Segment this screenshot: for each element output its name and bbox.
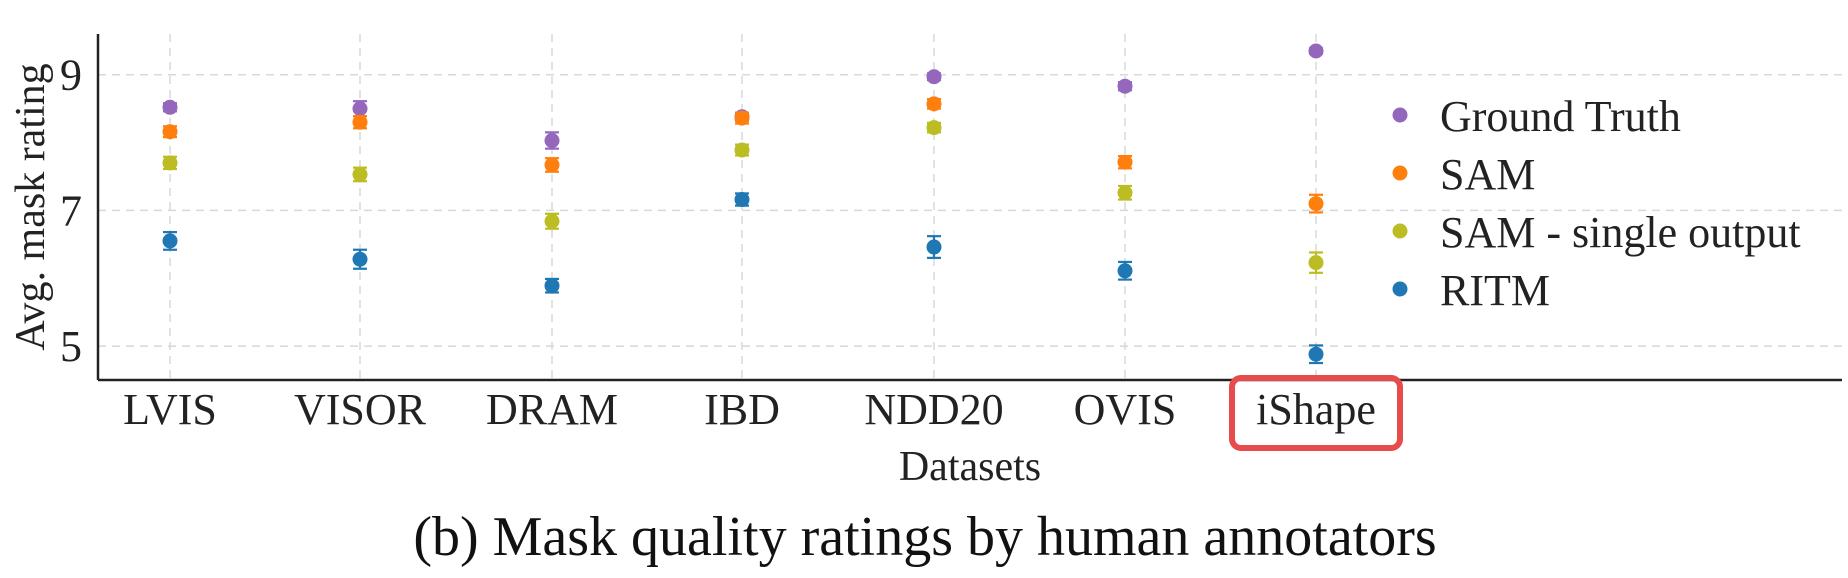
point-sam-single-output-lvis (162, 155, 178, 171)
marker (1117, 185, 1133, 201)
point-sam-dram (544, 157, 560, 173)
marker (1117, 154, 1133, 170)
marker (1117, 78, 1133, 94)
marker (1308, 255, 1324, 271)
marker (734, 110, 750, 126)
point-ritm-ibd (734, 192, 750, 208)
x-tick-label-ishape: iShape (1256, 385, 1376, 434)
marker (1308, 346, 1324, 362)
x-tick-label-ndd20: NDD20 (864, 385, 1003, 434)
marker (544, 157, 560, 173)
marker (162, 233, 178, 249)
marker (544, 278, 560, 294)
marker (734, 192, 750, 208)
point-ground-truth-lvis (162, 99, 178, 115)
marker (1117, 263, 1133, 279)
point-ground-truth-dram (544, 131, 560, 150)
point-ground-truth-ovis (1117, 78, 1133, 94)
marker (926, 69, 942, 85)
point-ritm-dram (544, 277, 560, 294)
marker (926, 96, 942, 112)
legend-label: Ground Truth (1440, 92, 1681, 141)
point-ground-truth-ishape (1308, 43, 1324, 59)
x-tick-label-visor: VISOR (294, 385, 427, 434)
legend: Ground Truth SAM SAM - single output RITM (1392, 92, 1801, 315)
point-sam-single-output-dram (544, 212, 560, 230)
tick-label-layer: 5 7 9 LVIS VISOR DRAM IBD NDD20 OVIS iShape (60, 51, 1376, 434)
marker (352, 166, 368, 182)
legend-marker (1392, 223, 1408, 239)
y-tick-label: 9 (60, 51, 82, 100)
marker (926, 239, 942, 255)
marker (1308, 196, 1324, 212)
marker (162, 99, 178, 115)
point-sam-ishape (1308, 193, 1324, 214)
data-marks-layer (162, 43, 1324, 365)
point-sam-single-output-ibd (734, 142, 750, 158)
point-sam-single-output-ishape (1308, 251, 1324, 274)
marker (1308, 43, 1324, 59)
point-ritm-ndd20 (926, 235, 942, 259)
point-sam-single-output-ovis (1117, 184, 1133, 201)
y-tick-label: 7 (60, 186, 82, 235)
marker (352, 251, 368, 267)
point-ground-truth-ndd20 (926, 69, 942, 85)
x-tick-label-dram: DRAM (486, 385, 618, 434)
marker (352, 101, 368, 117)
point-sam-ibd (734, 110, 750, 126)
marker (926, 120, 942, 136)
highlight-box-ishape (1229, 375, 1403, 451)
x-axis-label: Datasets (899, 444, 1041, 490)
x-tick-label-lvis: LVIS (123, 385, 217, 434)
marker (162, 124, 178, 140)
x-tick-label-ibd: IBD (704, 385, 780, 434)
marker (162, 155, 178, 171)
legend-label: SAM (1440, 150, 1535, 199)
point-sam-single-output-ndd20 (926, 120, 942, 136)
legend-label: RITM (1440, 266, 1550, 315)
point-sam-single-output-visor (352, 166, 368, 183)
point-ritm-ovis (1117, 260, 1133, 281)
marker (734, 142, 750, 158)
axis-layer (96, 34, 1842, 382)
point-ground-truth-visor (352, 100, 368, 118)
legend-item-ground-truth: Ground Truth (1392, 92, 1681, 141)
point-sam-ndd20 (926, 96, 942, 112)
point-ritm-lvis (162, 231, 178, 251)
legend-marker (1392, 281, 1408, 297)
grid-layer (98, 34, 1842, 380)
y-tick-label: 5 (60, 322, 82, 371)
point-sam-ovis (1117, 154, 1133, 170)
legend-marker (1392, 107, 1408, 123)
figure-caption: (b) Mask quality ratings by human annota… (413, 506, 1436, 568)
marker (352, 114, 368, 130)
marker (544, 213, 560, 229)
point-ritm-visor (352, 248, 368, 270)
legend-label: SAM - single output (1440, 208, 1801, 257)
point-sam-lvis (162, 124, 178, 140)
legend-item-ritm: RITM (1392, 266, 1550, 315)
x-tick-label-ovis: OVIS (1074, 385, 1177, 434)
point-sam-visor (352, 114, 368, 130)
legend-item-sam: SAM (1392, 150, 1535, 199)
marker (544, 133, 560, 149)
point-ritm-ishape (1308, 344, 1324, 365)
legend-item-sam-single-output: SAM - single output (1392, 208, 1801, 257)
y-axis-label: Avg. mask rating (8, 63, 54, 350)
legend-marker (1392, 165, 1408, 181)
